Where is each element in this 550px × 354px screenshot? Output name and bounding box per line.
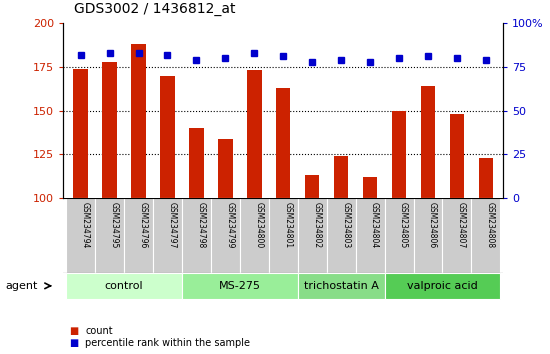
Text: valproic acid: valproic acid [407, 281, 478, 291]
Text: GSM234795: GSM234795 [109, 202, 119, 249]
Bar [66, 273, 182, 299]
Text: MS-275: MS-275 [219, 281, 261, 291]
Bar [421, 86, 435, 198]
Bar [276, 88, 290, 198]
Text: GSM234804: GSM234804 [370, 202, 379, 248]
Bar [327, 198, 356, 273]
Bar [384, 198, 414, 273]
Bar [414, 198, 442, 273]
Text: GSM234802: GSM234802 [312, 202, 321, 248]
Bar [269, 198, 298, 273]
Text: percentile rank within the sample: percentile rank within the sample [85, 338, 250, 348]
Text: GDS3002 / 1436812_at: GDS3002 / 1436812_at [74, 2, 236, 16]
Bar [124, 198, 153, 273]
Bar [298, 198, 327, 273]
Bar [392, 110, 406, 198]
Text: GSM234800: GSM234800 [254, 202, 263, 248]
Text: control: control [104, 281, 144, 291]
Bar [182, 198, 211, 273]
Text: count: count [85, 326, 113, 336]
Bar [218, 139, 233, 198]
Bar [160, 76, 175, 198]
Bar [478, 158, 493, 198]
Bar [305, 176, 320, 198]
Bar [102, 62, 117, 198]
Bar [442, 198, 471, 273]
Text: GSM234796: GSM234796 [139, 202, 147, 249]
Text: GSM234799: GSM234799 [226, 202, 234, 249]
Text: GSM234797: GSM234797 [167, 202, 177, 249]
Text: GSM234801: GSM234801 [283, 202, 292, 248]
Text: GSM234805: GSM234805 [399, 202, 408, 248]
Bar [384, 273, 500, 299]
Bar [450, 114, 464, 198]
Text: GSM234806: GSM234806 [428, 202, 437, 248]
Text: trichostatin A: trichostatin A [304, 281, 378, 291]
Text: ■: ■ [69, 338, 78, 348]
Bar [363, 177, 377, 198]
Text: GSM234798: GSM234798 [196, 202, 205, 248]
Bar [240, 198, 269, 273]
Bar [471, 198, 500, 273]
Bar [298, 273, 384, 299]
Bar [66, 198, 95, 273]
Text: GSM234794: GSM234794 [81, 202, 90, 249]
Text: GSM234807: GSM234807 [457, 202, 466, 248]
Bar [95, 198, 124, 273]
Bar [131, 44, 146, 198]
Bar [247, 70, 262, 198]
Text: GSM234808: GSM234808 [486, 202, 495, 248]
Bar [153, 198, 182, 273]
Bar [334, 156, 348, 198]
Text: ■: ■ [69, 326, 78, 336]
Bar [182, 273, 298, 299]
Bar [356, 198, 384, 273]
Bar [189, 128, 204, 198]
Text: agent: agent [6, 281, 38, 291]
Bar [211, 198, 240, 273]
Text: GSM234803: GSM234803 [341, 202, 350, 248]
Bar [73, 69, 88, 198]
